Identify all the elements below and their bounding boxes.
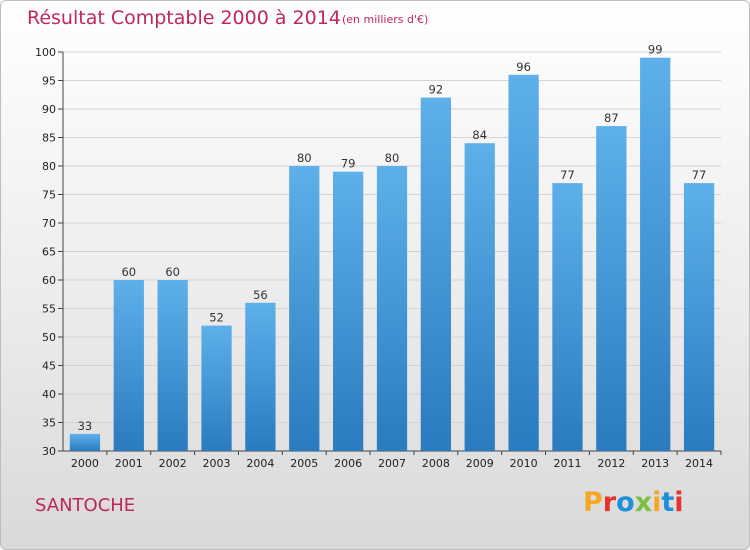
bar <box>508 74 539 452</box>
data-label: 80 <box>385 151 400 165</box>
data-label: 84 <box>472 128 487 142</box>
x-tick-label: 2012 <box>597 457 625 470</box>
logo-letter: o <box>616 487 635 518</box>
logo-letter: i <box>652 487 662 518</box>
bar <box>464 143 495 451</box>
x-tick-label: 2001 <box>115 457 143 470</box>
y-tick-label: 85 <box>42 132 56 145</box>
x-tick-label: 2004 <box>246 457 274 470</box>
bar <box>596 126 627 451</box>
y-tick-label: 60 <box>42 274 56 287</box>
data-label: 96 <box>516 60 531 74</box>
bar <box>201 325 232 451</box>
data-label: 56 <box>253 288 268 302</box>
x-tick-label: 2000 <box>71 457 99 470</box>
y-tick-label: 55 <box>42 303 56 316</box>
logo-letter: i <box>674 487 684 518</box>
location-name: SANTOCHE <box>35 495 136 516</box>
logo-letter: r <box>602 487 617 518</box>
data-label: 33 <box>78 419 93 433</box>
x-tick-label: 2009 <box>466 457 494 470</box>
chart-subtitle: (en milliers d'€) <box>342 13 429 26</box>
bar <box>640 57 671 451</box>
data-label: 79 <box>341 157 356 171</box>
bar <box>69 433 101 451</box>
data-label: 92 <box>429 83 444 97</box>
bar <box>683 183 715 451</box>
logo-letter: P <box>583 487 603 518</box>
bar <box>420 97 452 451</box>
x-tick-label: 2005 <box>290 457 318 470</box>
data-label: 87 <box>604 111 619 125</box>
y-tick-label: 65 <box>42 246 56 259</box>
bars <box>69 57 715 452</box>
data-labels: 33 60 60 52 56 80 79 80 92 84 96 77 87 99 77 <box>78 43 707 433</box>
x-tick-label: 2008 <box>422 457 450 470</box>
chart-title: Résultat Comptable 2000 à 2014 <box>27 7 341 29</box>
logo-letter: x <box>634 487 653 518</box>
y-tick-label: 75 <box>42 189 56 202</box>
y-tick-label: 95 <box>42 75 56 88</box>
x-tick-label: 2003 <box>203 457 231 470</box>
y-tick-label: 80 <box>42 160 56 173</box>
x-tick-label: 2006 <box>334 457 362 470</box>
bar <box>245 302 276 451</box>
data-label: 77 <box>560 168 575 182</box>
logo-letter: t <box>661 487 675 518</box>
y-tick-label: 90 <box>42 103 56 116</box>
x-tick-label: 2002 <box>159 457 187 470</box>
data-label: 77 <box>692 168 707 182</box>
bar <box>376 166 408 451</box>
data-label: 99 <box>648 43 663 57</box>
y-tick-label: 40 <box>42 388 56 401</box>
data-label: 52 <box>209 311 224 325</box>
y-tick-label: 50 <box>42 331 56 344</box>
data-label: 60 <box>165 265 180 279</box>
bar <box>332 171 364 451</box>
y-tick-label: 35 <box>42 417 56 430</box>
y-tick-label: 30 <box>42 445 56 458</box>
x-tick-label: 2007 <box>378 457 406 470</box>
data-label: 60 <box>121 265 136 279</box>
y-tick-label: 45 <box>42 360 56 373</box>
x-tick-label: 2011 <box>553 457 581 470</box>
data-label: 80 <box>297 151 312 165</box>
proxiti-logo[interactable]: Proxiti <box>583 487 684 518</box>
x-tick-label: 2014 <box>685 457 713 470</box>
x-tick-label: 2013 <box>641 457 669 470</box>
bar <box>552 183 583 451</box>
x-tick-label: 2010 <box>510 457 538 470</box>
bar <box>113 280 144 451</box>
y-tick-label: 100 <box>35 46 56 59</box>
y-tick-label: 70 <box>42 217 56 230</box>
bar <box>289 166 320 451</box>
bar <box>157 280 188 451</box>
